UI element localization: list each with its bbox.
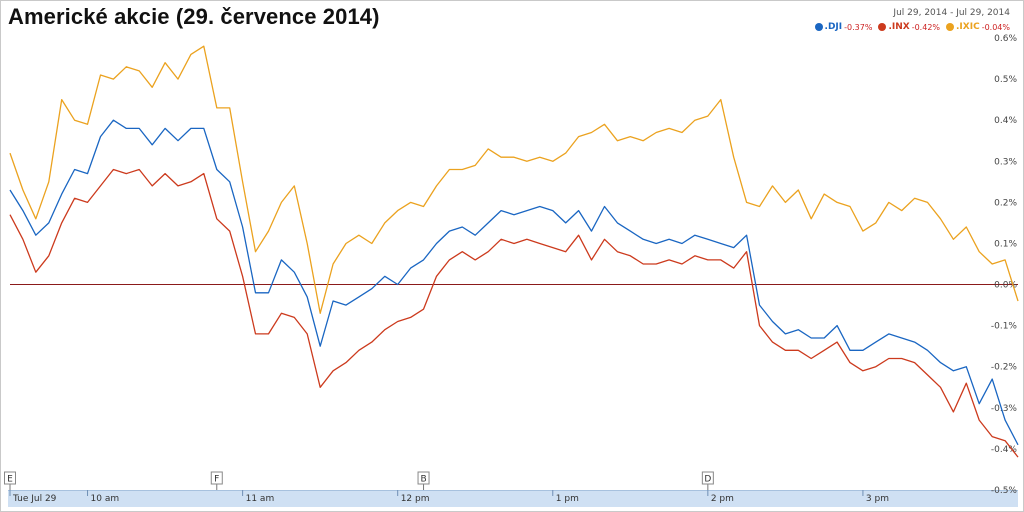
y-tick-label: 0.2% (994, 198, 1017, 208)
timeline-bar[interactable] (8, 490, 1018, 507)
x-tick-label: 12 pm (401, 494, 430, 504)
y-tick-label: -0.1% (991, 322, 1018, 332)
legend: .DJI -0.37% .INX -0.42% .IXIC -0.04% (814, 22, 1010, 32)
legend-name-dji: .DJI (824, 22, 843, 32)
y-tick-label: 0.3% (994, 157, 1017, 167)
y-tick-label: 0.6% (994, 34, 1017, 44)
y-tick-label: -0.4% (991, 445, 1018, 455)
y-tick-label: -0.2% (991, 363, 1018, 373)
flag-box (701, 471, 714, 485)
legend-dot-inx (878, 23, 887, 31)
legend-item-ixic[interactable]: .IXIC -0.04% (946, 22, 1010, 32)
y-tick-label: 0.0% (994, 281, 1017, 291)
legend-item-dji[interactable]: .DJI -0.37% (814, 22, 873, 32)
x-tick-label: 1 pm (556, 494, 579, 504)
chart-title: Americké akcie (29. července 2014) (8, 4, 380, 29)
flag-label: E (7, 475, 13, 485)
y-tick-label: -0.3% (991, 404, 1018, 414)
legend-change-inx: -0.42% (911, 22, 941, 32)
flag-box (417, 471, 430, 485)
legend-dot-ixic (946, 23, 955, 31)
y-tick-label: 0.5% (994, 75, 1017, 85)
y-tick-label: 0.4% (994, 116, 1017, 126)
y-tick-label: -0.5% (991, 486, 1018, 496)
legend-dot-dji (814, 23, 823, 31)
x-tick-label: 2 pm (711, 494, 734, 504)
series-line-inx (9, 168, 1019, 458)
flag-label: D (704, 475, 711, 485)
legend-name-inx: .INX (888, 22, 910, 32)
x-tick-label: 3 pm (866, 494, 889, 504)
flag-label: F (214, 475, 219, 485)
series-line-dji (9, 119, 1019, 446)
flag-box (210, 471, 223, 485)
x-tick-label: Tue Jul 29 (12, 494, 57, 504)
x-tick-label: 11 am (246, 494, 275, 504)
legend-change-dji: -0.37% (844, 22, 873, 32)
y-tick-label: 0.1% (994, 239, 1017, 249)
legend-change-ixic: -0.04% (981, 22, 1010, 32)
flag-box (4, 471, 16, 485)
legend-item-inx[interactable]: .INX -0.42% (878, 22, 940, 32)
x-tick-label: 10 am (91, 494, 120, 504)
date-range: Jul 29, 2014 - Jul 29, 2014 (893, 8, 1010, 18)
legend-name-ixic: .IXIC (956, 22, 980, 32)
flag-label: B (420, 475, 426, 485)
series-line-ixic (9, 45, 1019, 314)
